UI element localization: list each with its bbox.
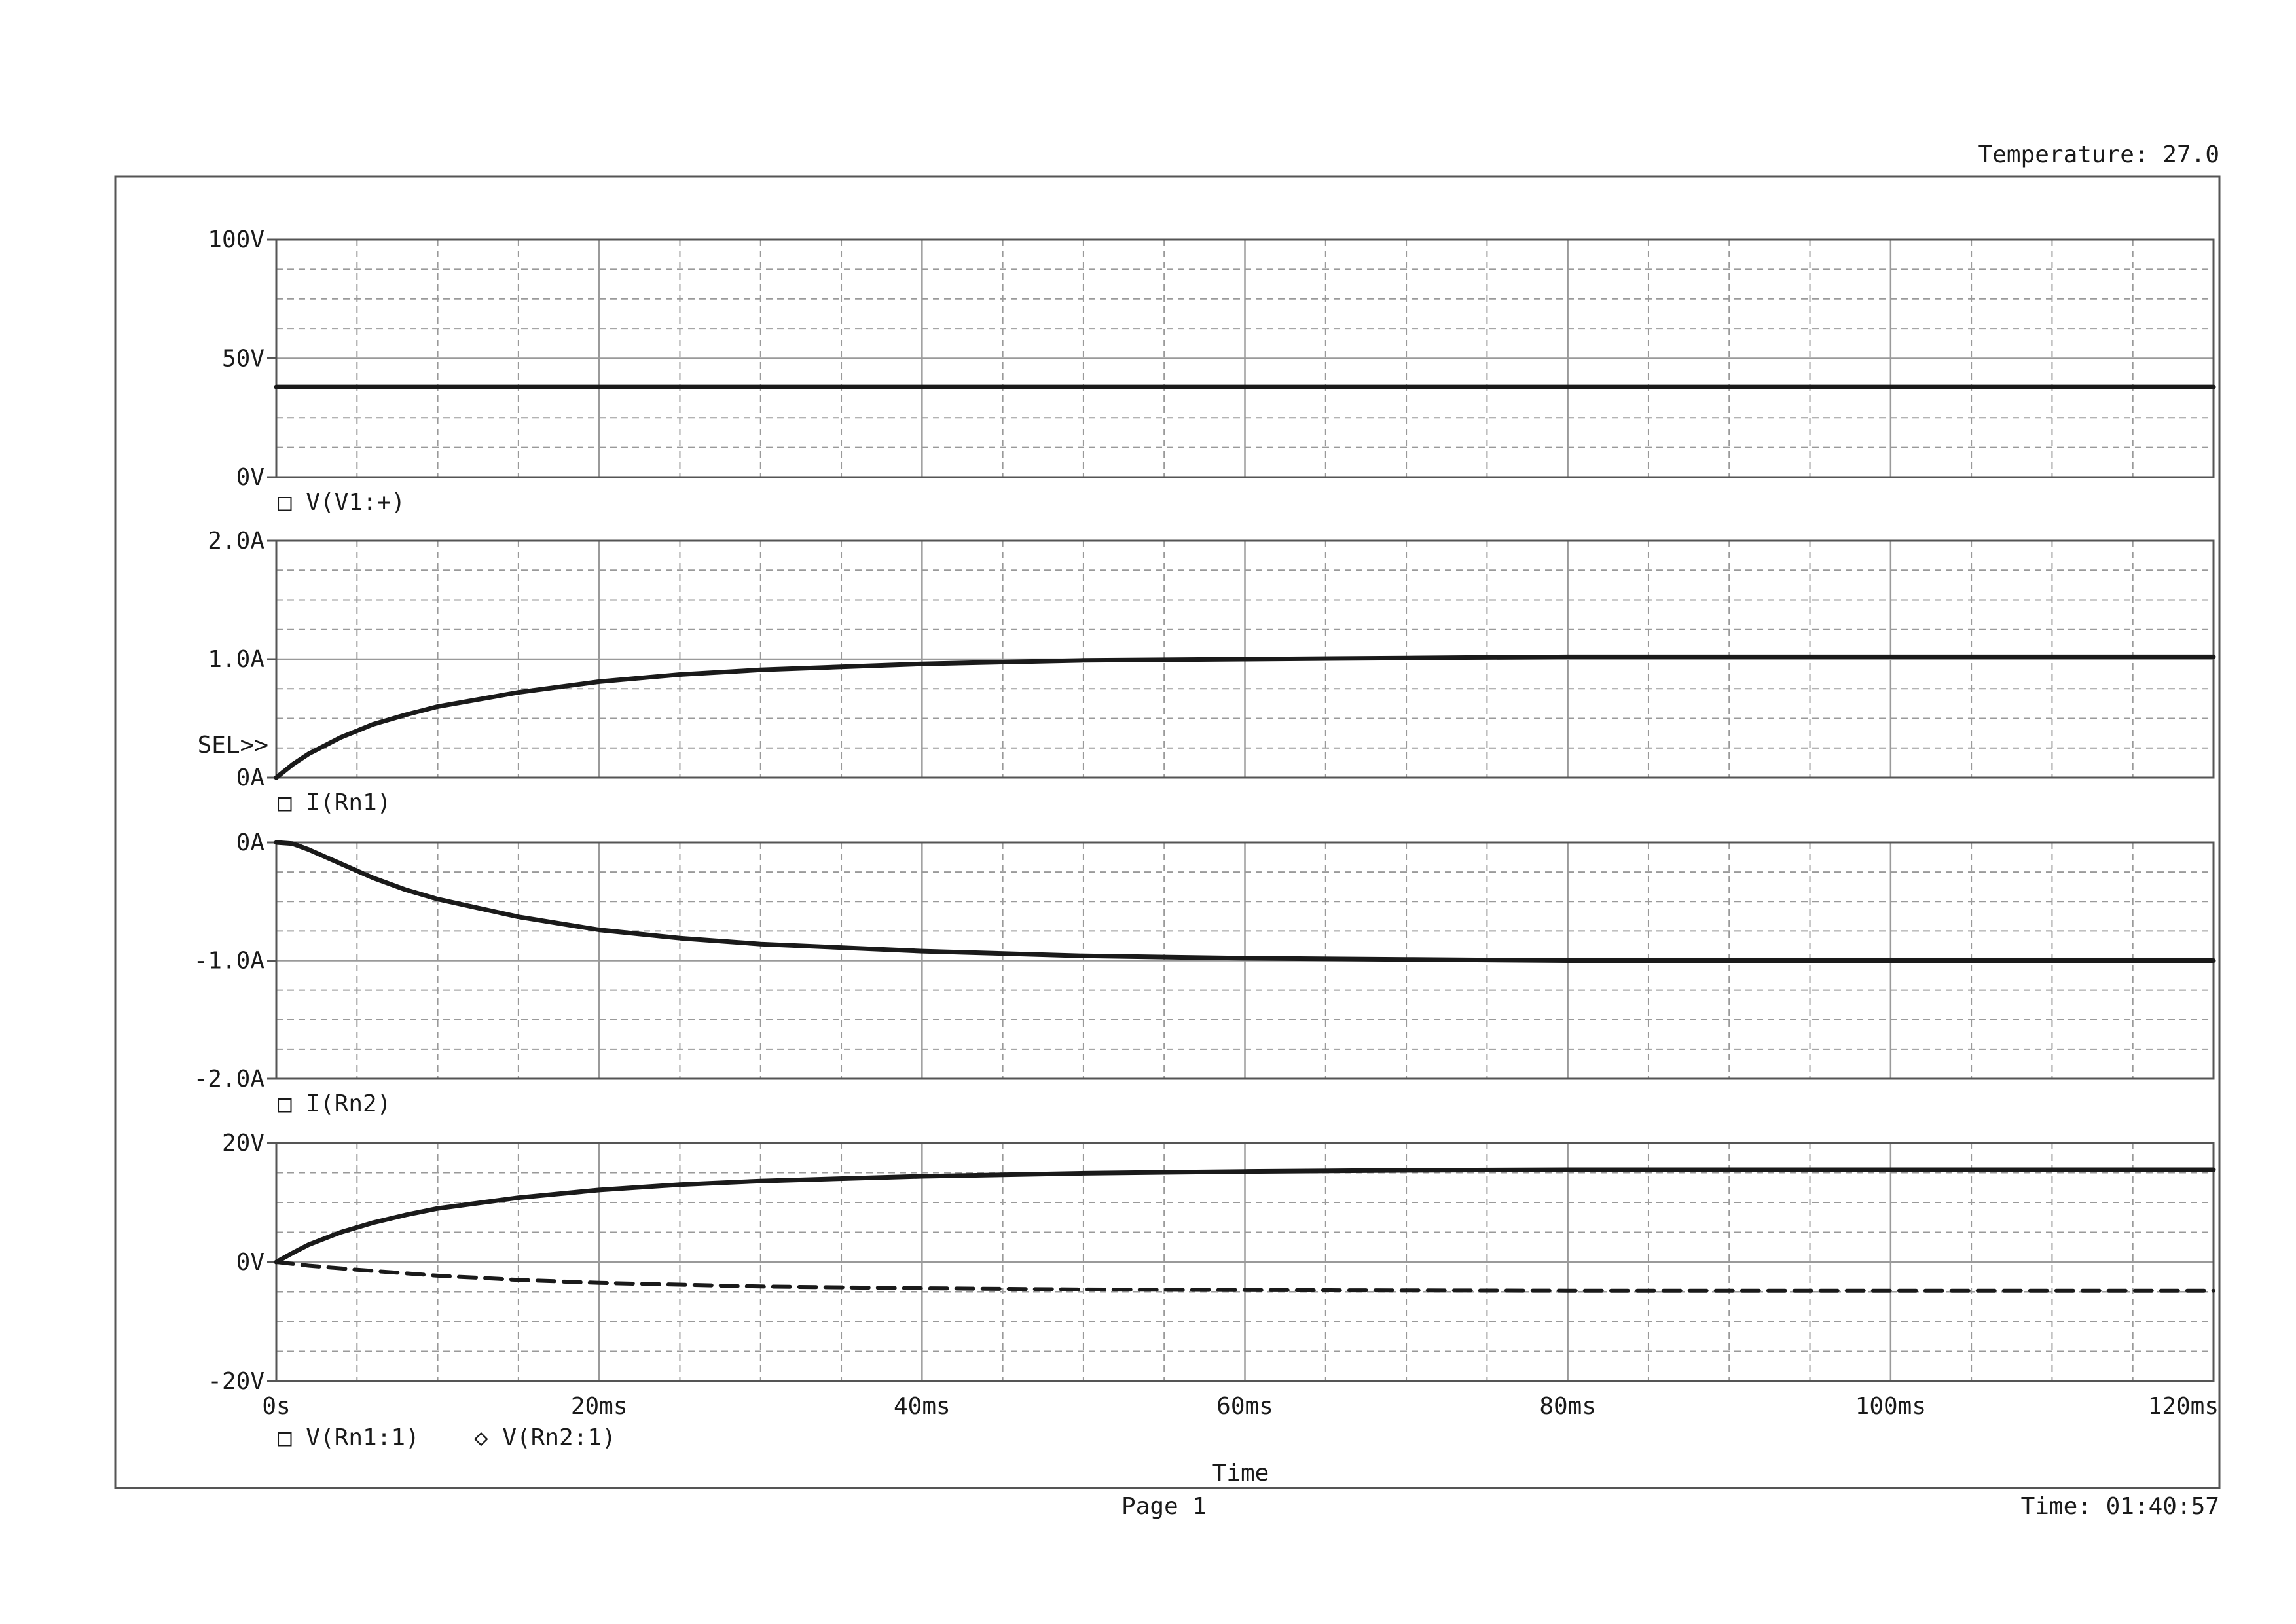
outer-frame — [114, 175, 2221, 1489]
y-tick-label: 2.0A — [208, 528, 264, 554]
y-tick-label: 20V — [222, 1130, 264, 1157]
page-label: Page 1 — [1121, 1493, 1207, 1520]
x-tick-label: 100ms — [1855, 1393, 1926, 1420]
x-tick-label: 80ms — [1539, 1393, 1596, 1420]
legend-entry: □ I(Rn1) — [278, 789, 391, 816]
series-line — [274, 840, 2216, 963]
legend-entry: ◇ V(Rn2:1) — [474, 1424, 616, 1451]
x-tick-label: 120ms — [2148, 1393, 2219, 1420]
y-tick-label: 100V — [208, 226, 264, 253]
legend-entry: □ V(V1:+) — [278, 489, 405, 516]
x-tick-label: 20ms — [571, 1393, 628, 1420]
x-axis-title: Time — [1212, 1460, 1269, 1487]
y-tick-label: 0A — [236, 829, 265, 856]
temperature-label: Temperature: 27.0 — [1978, 141, 2219, 168]
legend-entry: □ I(Rn2) — [278, 1091, 391, 1117]
sel-marker: SEL>> — [198, 732, 268, 759]
y-tick-label: 50V — [222, 346, 264, 372]
y-tick-label: -1.0A — [194, 948, 265, 975]
y-tick-label: 1.0A — [208, 646, 264, 673]
y-tick-label: -20V — [208, 1368, 264, 1395]
y-tick-label: 0V — [236, 1249, 264, 1276]
series-line — [274, 1167, 2216, 1265]
y-tick-label: -2.0A — [194, 1066, 265, 1092]
y-tick-label: 0V — [236, 464, 264, 491]
legend-entry: □ V(Rn1:1) — [278, 1424, 420, 1451]
plot-panels: 100V 50V 0V □ V(V1:+) 2.0A 1.0A 0A □ I(Rn1) 0A -1… — [194, 226, 2219, 1451]
series-line — [274, 654, 2216, 780]
x-tick-label: 40ms — [894, 1393, 951, 1420]
x-tick-label: 0s — [262, 1393, 290, 1420]
time-stamp: Time: 01:40:57 — [2021, 1493, 2219, 1520]
series-line — [274, 1260, 2215, 1293]
x-tick-label: 60ms — [1216, 1393, 1273, 1420]
y-tick-label: 0A — [236, 765, 265, 791]
